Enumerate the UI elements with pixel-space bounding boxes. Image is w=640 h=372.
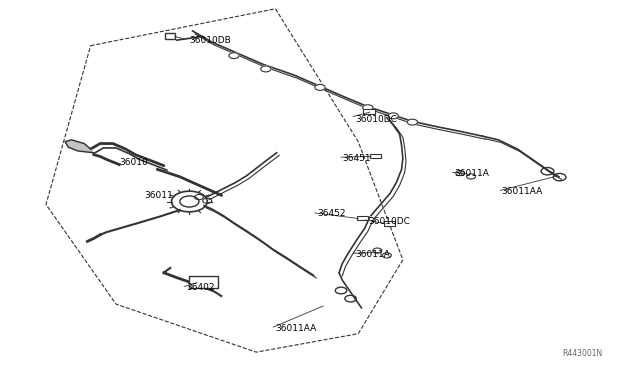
Text: 36011A: 36011A [454,169,489,177]
Text: 36452: 36452 [317,209,346,218]
Bar [384,221,395,226]
Text: 36011: 36011 [145,191,173,200]
Bar [189,276,218,288]
Text: 36010DC: 36010DC [368,217,410,225]
Circle shape [388,113,398,119]
Circle shape [407,119,417,125]
Bar [370,154,381,158]
Text: 36011AA: 36011AA [502,187,543,196]
Text: 36011A: 36011A [355,250,390,259]
Circle shape [363,105,373,111]
Text: 36402: 36402 [186,283,214,292]
Text: 36010DC: 36010DC [355,115,397,124]
Circle shape [229,53,239,59]
Text: 36011AA: 36011AA [275,324,317,333]
Circle shape [315,84,325,90]
Text: R443001N: R443001N [562,350,602,359]
Bar [357,215,369,220]
Circle shape [260,66,271,72]
Bar [364,109,375,113]
Text: 36451: 36451 [342,154,371,163]
Text: 36010: 36010 [119,157,148,167]
Bar [164,33,175,39]
Polygon shape [65,140,94,153]
Text: 36010DB: 36010DB [189,36,231,45]
